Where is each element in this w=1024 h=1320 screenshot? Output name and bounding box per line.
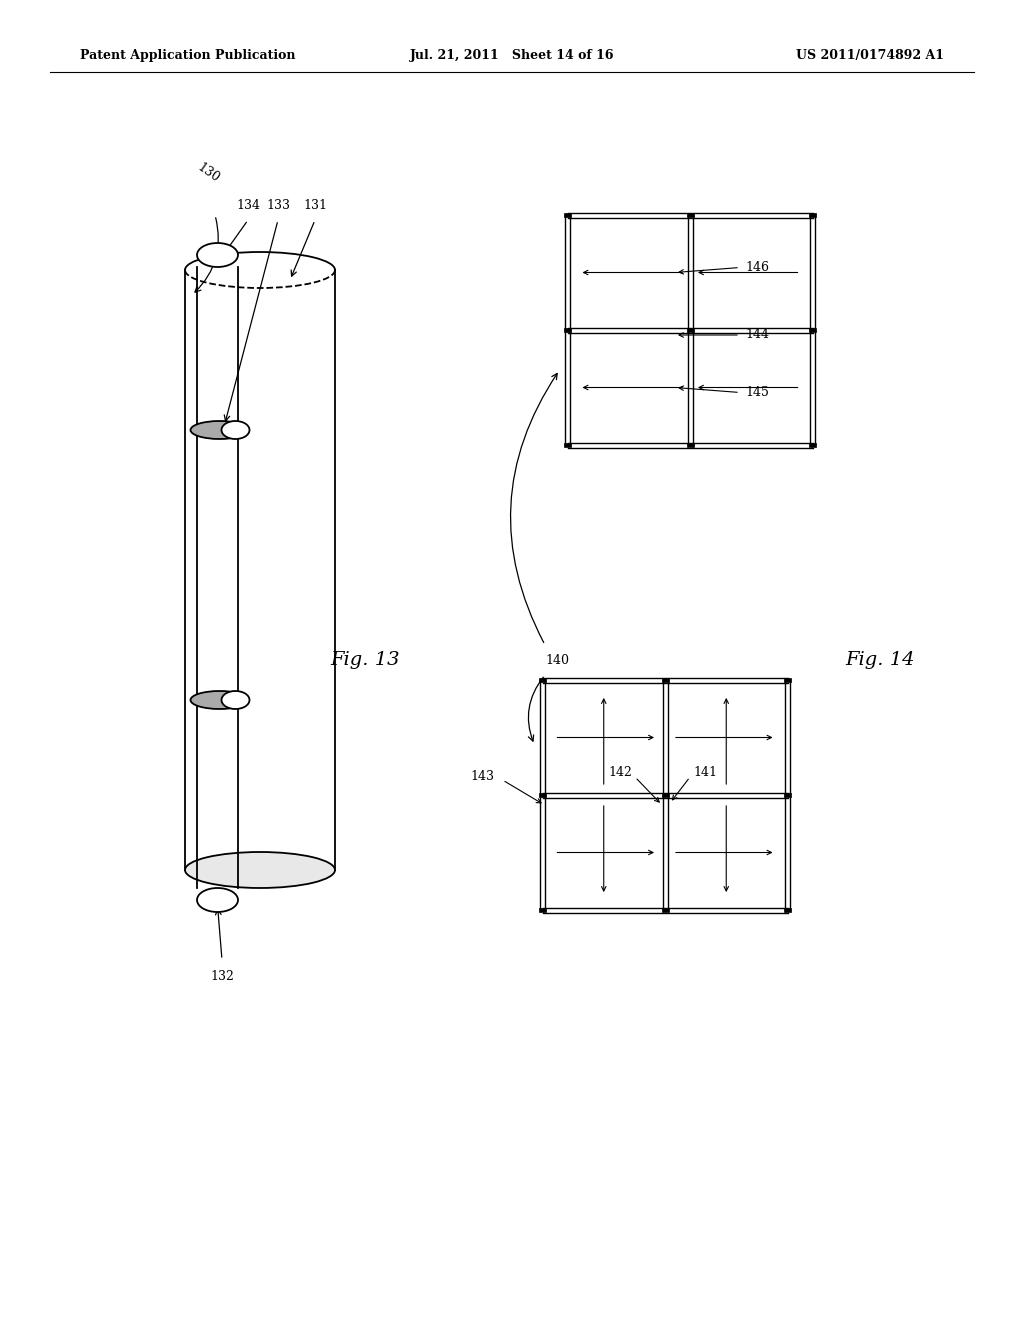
- Bar: [564, 213, 571, 216]
- Ellipse shape: [197, 243, 238, 267]
- Ellipse shape: [197, 888, 238, 912]
- Text: 141: 141: [693, 767, 717, 780]
- Bar: [539, 678, 546, 682]
- Bar: [809, 213, 816, 216]
- Text: 132: 132: [210, 970, 233, 983]
- Text: 143: 143: [470, 771, 495, 784]
- Ellipse shape: [221, 421, 250, 440]
- Text: 145: 145: [745, 385, 769, 399]
- Ellipse shape: [221, 690, 250, 709]
- Text: 144: 144: [745, 329, 769, 342]
- Ellipse shape: [190, 690, 249, 709]
- Bar: [539, 793, 546, 797]
- Bar: [809, 444, 816, 447]
- Bar: [686, 327, 693, 333]
- Text: 134: 134: [236, 199, 260, 213]
- Text: 133: 133: [266, 199, 290, 213]
- Bar: [662, 793, 669, 797]
- Text: 142: 142: [608, 767, 632, 780]
- Ellipse shape: [190, 421, 249, 440]
- Text: Jul. 21, 2011   Sheet 14 of 16: Jul. 21, 2011 Sheet 14 of 16: [410, 49, 614, 62]
- Text: 140: 140: [545, 653, 569, 667]
- Text: Patent Application Publication: Patent Application Publication: [80, 49, 296, 62]
- Text: Fig. 13: Fig. 13: [331, 651, 399, 669]
- Text: US 2011/0174892 A1: US 2011/0174892 A1: [796, 49, 944, 62]
- Bar: [662, 678, 669, 682]
- Text: 130: 130: [195, 161, 221, 185]
- Bar: [539, 908, 546, 912]
- Bar: [662, 908, 669, 912]
- Bar: [809, 327, 816, 333]
- Bar: [564, 327, 571, 333]
- Bar: [784, 908, 791, 912]
- Text: 131: 131: [303, 199, 327, 213]
- Bar: [564, 444, 571, 447]
- Bar: [784, 678, 791, 682]
- Bar: [686, 213, 693, 216]
- Ellipse shape: [185, 851, 335, 888]
- Text: 146: 146: [745, 261, 769, 275]
- Bar: [784, 793, 791, 797]
- Text: Fig. 14: Fig. 14: [845, 651, 914, 669]
- Bar: [686, 444, 693, 447]
